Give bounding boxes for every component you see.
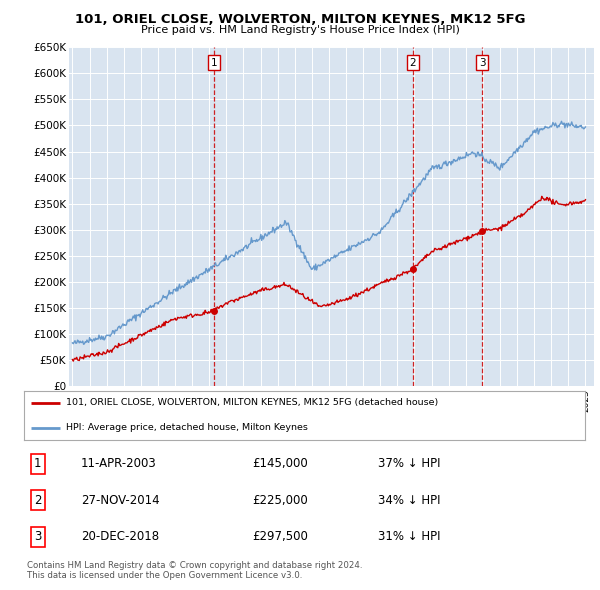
Text: 27-NOV-2014: 27-NOV-2014	[81, 494, 160, 507]
Text: Contains HM Land Registry data © Crown copyright and database right 2024.
This d: Contains HM Land Registry data © Crown c…	[27, 561, 362, 581]
Text: 3: 3	[34, 530, 41, 543]
Text: 20-DEC-2018: 20-DEC-2018	[81, 530, 159, 543]
Text: 101, ORIEL CLOSE, WOLVERTON, MILTON KEYNES, MK12 5FG (detached house): 101, ORIEL CLOSE, WOLVERTON, MILTON KEYN…	[66, 398, 439, 407]
Text: 2: 2	[410, 58, 416, 68]
Text: £297,500: £297,500	[252, 530, 308, 543]
Text: Price paid vs. HM Land Registry's House Price Index (HPI): Price paid vs. HM Land Registry's House …	[140, 25, 460, 35]
Text: 34% ↓ HPI: 34% ↓ HPI	[378, 494, 440, 507]
Text: 31% ↓ HPI: 31% ↓ HPI	[378, 530, 440, 543]
Text: 37% ↓ HPI: 37% ↓ HPI	[378, 457, 440, 470]
Text: £225,000: £225,000	[252, 494, 308, 507]
Text: 2: 2	[34, 494, 41, 507]
Text: 1: 1	[211, 58, 217, 68]
Text: 11-APR-2003: 11-APR-2003	[81, 457, 157, 470]
Text: 3: 3	[479, 58, 485, 68]
Text: HPI: Average price, detached house, Milton Keynes: HPI: Average price, detached house, Milt…	[66, 424, 308, 432]
Text: £145,000: £145,000	[252, 457, 308, 470]
Text: 101, ORIEL CLOSE, WOLVERTON, MILTON KEYNES, MK12 5FG: 101, ORIEL CLOSE, WOLVERTON, MILTON KEYN…	[75, 13, 525, 26]
Text: 1: 1	[34, 457, 41, 470]
